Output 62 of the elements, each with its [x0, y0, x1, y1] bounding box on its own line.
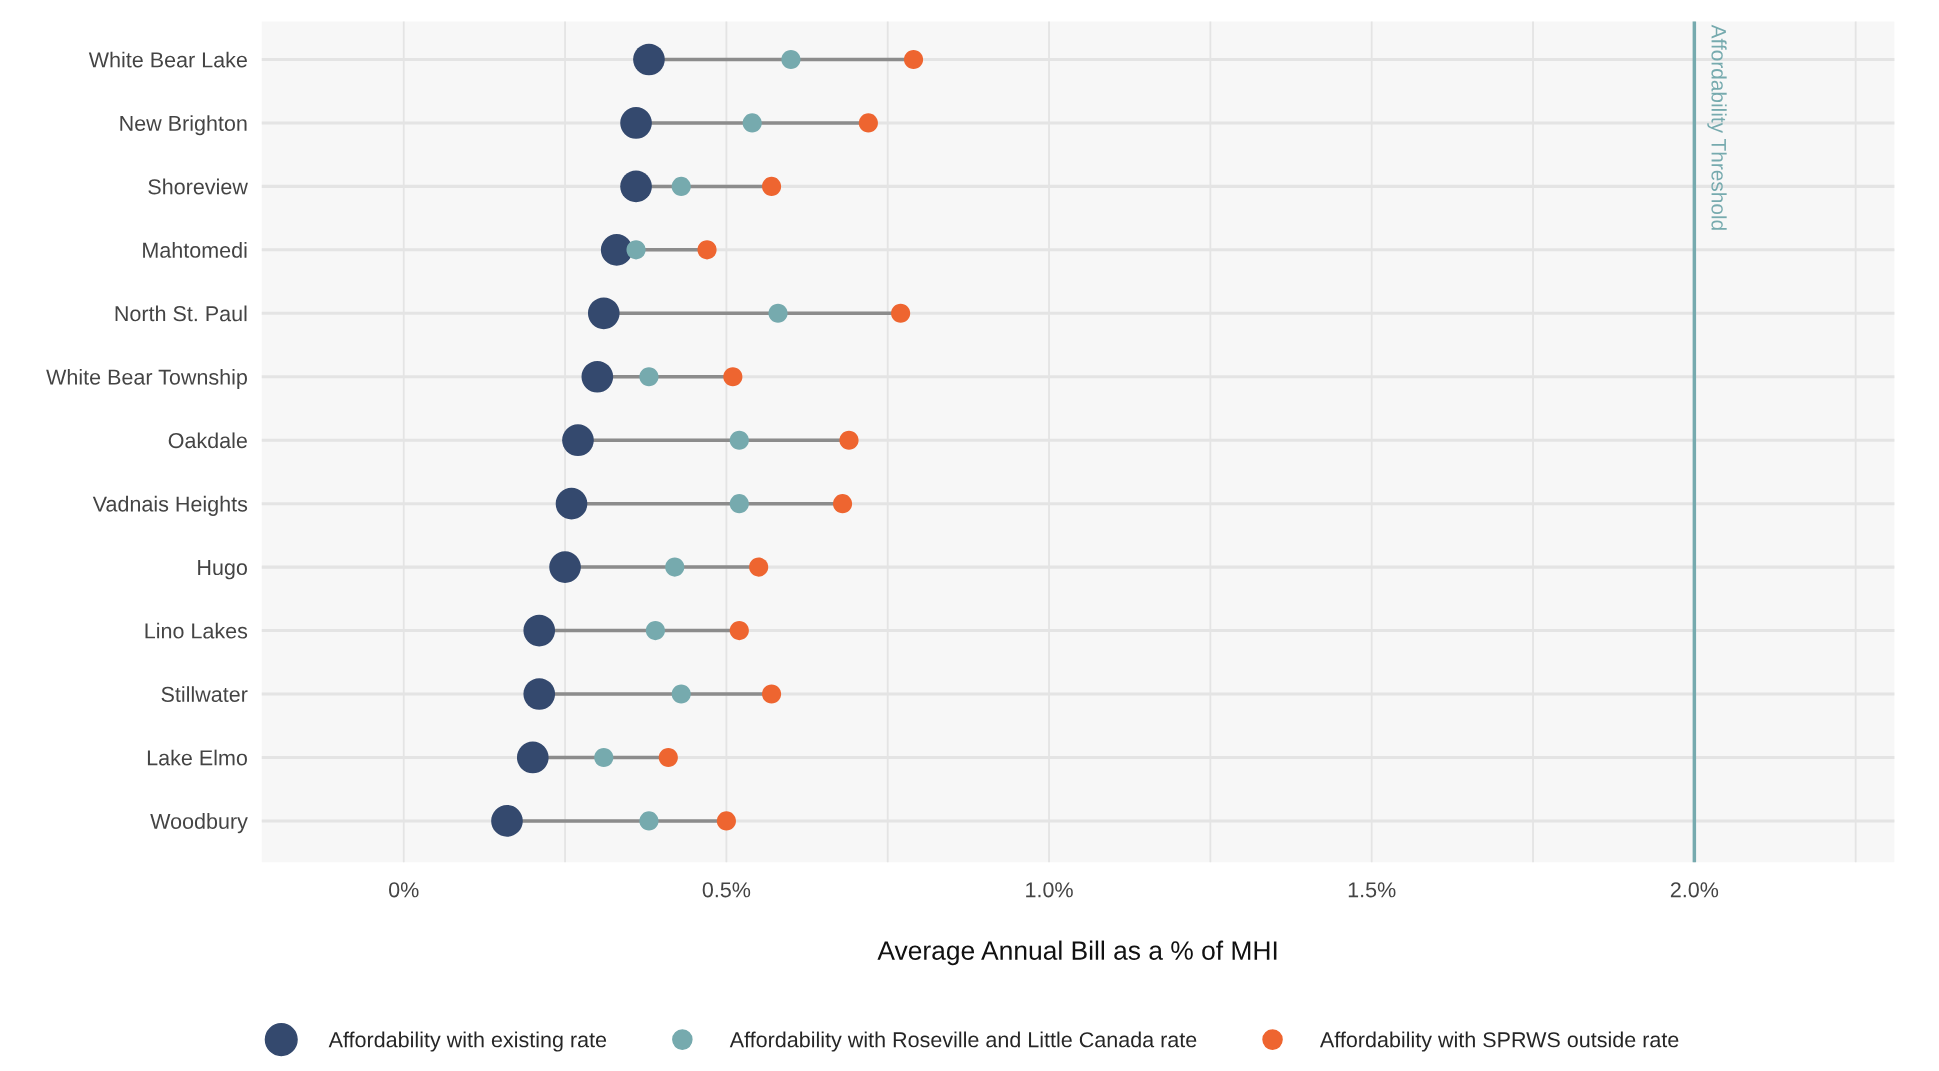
point	[671, 176, 691, 196]
point	[658, 747, 678, 768]
point	[639, 811, 659, 831]
y-tick-label: New Brighton	[120, 115, 247, 136]
x-tick-label: 1.5%	[1348, 882, 1396, 898]
point	[761, 684, 782, 704]
point	[781, 49, 801, 70]
point	[839, 430, 859, 450]
legend-label: Affordability with existing rate	[328, 1031, 607, 1052]
point	[620, 170, 652, 203]
point	[633, 43, 665, 76]
point	[665, 557, 685, 577]
ref-line-label: Affordability Threshold	[1707, 24, 1727, 230]
point	[523, 678, 556, 710]
point	[723, 367, 743, 387]
point	[555, 487, 588, 520]
point	[858, 113, 878, 133]
y-tick-label: Lake Elmo	[147, 749, 247, 766]
point	[716, 811, 736, 831]
y-tick-label: Stillwater	[161, 686, 248, 703]
point	[620, 107, 652, 139]
x-tick-label: 1.0%	[1026, 882, 1073, 898]
y-tick-label: White Bear Township	[46, 368, 247, 390]
point	[729, 494, 749, 514]
point	[891, 303, 911, 323]
point	[761, 176, 782, 196]
point	[594, 747, 614, 768]
x-axis-title: Average Annual Bill as a % of MHI	[877, 940, 1277, 966]
point	[562, 424, 594, 457]
legend-label: Affordability with SPRWS outside rate	[1319, 1031, 1679, 1052]
point	[749, 557, 769, 577]
point	[581, 360, 614, 393]
point	[729, 620, 749, 641]
y-tick-label: Lino Lakes	[145, 622, 248, 639]
y-tick-label: Hugo	[198, 560, 247, 580]
point	[903, 49, 924, 70]
point	[549, 551, 581, 583]
point	[729, 430, 749, 450]
y-tick-label: White Bear Lake	[88, 51, 247, 68]
y-tick-label: Mahtomedi	[143, 242, 247, 258]
point	[626, 240, 646, 260]
point	[587, 297, 620, 330]
point	[742, 113, 762, 133]
y-tick-label: Vadnais Heights	[92, 495, 248, 516]
y-tick-label: North St. Paul	[115, 305, 247, 322]
point	[645, 620, 665, 641]
point	[697, 240, 717, 260]
y-tick-label: Woodbury	[150, 813, 248, 834]
point	[523, 614, 556, 647]
point	[768, 303, 788, 323]
point	[832, 494, 853, 514]
y-tick-label: Shoreview	[148, 178, 248, 195]
point	[600, 234, 633, 266]
x-tick-label: 2.0%	[1670, 882, 1719, 898]
point	[671, 684, 691, 704]
point	[491, 805, 523, 837]
x-tick-label: 0.5%	[702, 882, 751, 898]
point	[516, 741, 549, 774]
y-tick-label: Oakdale	[168, 432, 247, 449]
point	[639, 367, 659, 387]
x-tick-label: 0%	[389, 882, 419, 898]
legend-label: Affordability with Roseville and Little Canada rate	[729, 1031, 1197, 1052]
